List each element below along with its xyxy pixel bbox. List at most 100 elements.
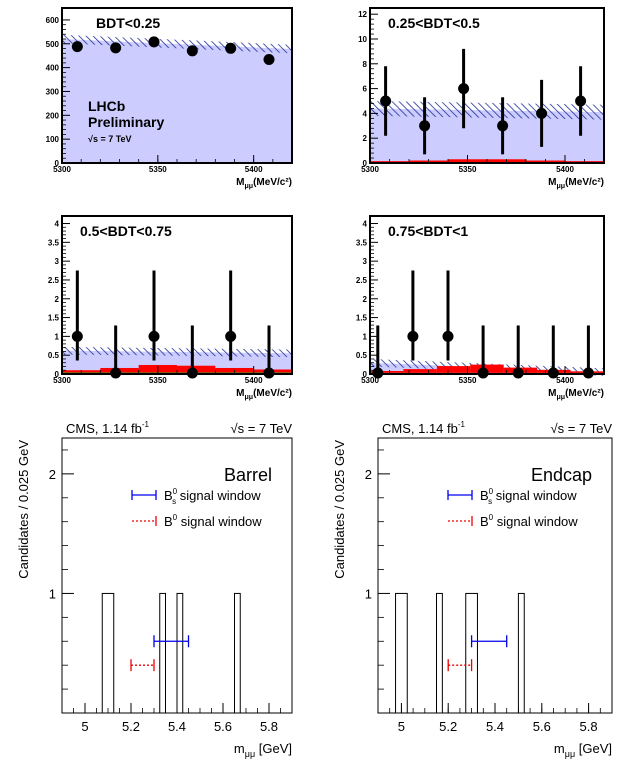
x-tick-label: 5.6 xyxy=(533,719,551,734)
x-tick-label: 5350 xyxy=(459,165,477,174)
x-tick-label: 5.2 xyxy=(122,719,140,734)
data-point xyxy=(71,41,83,53)
x-label-unit: (MeV/c²) xyxy=(565,177,604,188)
panel-title: BDT<0.25 xyxy=(96,15,160,31)
x-tick-label: 5400 xyxy=(556,165,574,174)
plot-frame xyxy=(369,215,605,375)
y-tick-label: 2.5 xyxy=(48,276,60,285)
header-left: CMS, 1.14 fb-1 xyxy=(66,420,150,436)
cms-panel-5: 1 2 5 5.2 5.4 5.6 5.8 mμμ [GeV] Candidates / 0.0… xyxy=(332,420,613,759)
y-tick-label: 6 xyxy=(363,85,368,94)
y-tick-label: 1 xyxy=(363,332,368,341)
x-axis-label: Mμμ(MeV/c²) xyxy=(548,177,604,190)
x-tick-label: 5.8 xyxy=(580,719,598,734)
x-axis-label: Mμμ(MeV/c²) xyxy=(236,177,292,190)
data-point xyxy=(536,107,548,119)
x-tick-label: 5400 xyxy=(245,376,263,385)
x-label-main: m xyxy=(554,741,565,756)
data-point xyxy=(458,83,470,95)
legend-b0-label: B0 signal window xyxy=(164,513,262,529)
y-tick-label: 2.5 xyxy=(356,276,368,285)
x-label-main: M xyxy=(236,388,244,399)
y-tick-label: 500 xyxy=(46,40,60,49)
y-tick-label: 1.5 xyxy=(356,314,368,323)
header-right: √s = 7 TeV xyxy=(231,421,293,436)
legend-bs-symbol: B xyxy=(164,488,173,503)
x-label-sub: μμ xyxy=(245,183,254,190)
x-tick-label: 5300 xyxy=(361,376,379,385)
x-label-unit: (MeV/c²) xyxy=(253,388,292,399)
legend-b0-text: signal window xyxy=(493,514,578,529)
y-tick-label: 1 xyxy=(365,586,372,601)
signal-red-bar xyxy=(436,366,471,373)
y-tick-label: 1.5 xyxy=(48,314,60,323)
legend-b0-symbol: B xyxy=(164,514,173,529)
data-point xyxy=(225,330,237,342)
legend-bs-symbol: B xyxy=(480,488,489,503)
y-tick-label: 1 xyxy=(49,586,56,601)
uncertainty-band xyxy=(62,346,292,358)
x-tick-label: 5300 xyxy=(53,376,71,385)
energy-label: √s = 7 TeV xyxy=(88,134,132,144)
legend-b0-label: B0 signal window xyxy=(480,513,578,529)
x-tick-label: 5350 xyxy=(149,376,167,385)
legend-bs-sup: 0 xyxy=(173,487,178,496)
panel-title: 0.75<BDT<1 xyxy=(388,223,468,239)
histogram-bar xyxy=(159,592,166,714)
y-tick-label: 0 xyxy=(363,370,368,379)
data-point xyxy=(407,330,419,342)
data-point xyxy=(497,120,509,132)
y-tick-label: 4 xyxy=(363,220,368,229)
data-point xyxy=(419,120,431,132)
cms-panel-4: 1 2 5 5.2 5.4 5.6 5.8 mμμ [GeV] Candidates / 0.0… xyxy=(16,420,293,759)
histogram-bar xyxy=(517,592,525,714)
x-tick-label: 5.4 xyxy=(486,719,504,734)
y-tick-label: 600 xyxy=(46,16,60,25)
legend-bs-sub: s xyxy=(488,497,492,506)
y-tick-label: 3.5 xyxy=(48,238,60,247)
header-left-text: CMS, 1.14 fb xyxy=(66,421,142,436)
x-label-sub: μμ xyxy=(557,183,566,190)
y-tick-label: 2 xyxy=(55,295,60,304)
legend-bs-sub: s xyxy=(172,497,176,506)
x-tick-label: 5350 xyxy=(149,165,167,174)
y-tick-label: 0.5 xyxy=(356,351,368,360)
histogram-bar xyxy=(176,592,184,714)
x-label-main: m xyxy=(234,741,245,756)
x-label-unit: [GeV] xyxy=(255,741,292,756)
y-tick-label: 0 xyxy=(55,370,60,379)
panel-title: Barrel xyxy=(224,465,272,485)
x-tick-label: 5 xyxy=(398,719,405,734)
header-left: CMS, 1.14 fb-1 xyxy=(382,420,466,436)
x-label-sub: μμ xyxy=(565,749,575,759)
x-label-unit: [GeV] xyxy=(575,741,612,756)
x-tick-label: 5400 xyxy=(245,165,263,174)
x-label-main: M xyxy=(548,177,556,188)
header-left-sup: -1 xyxy=(458,420,466,429)
data-point xyxy=(575,95,587,107)
legend-b0-sup: 0 xyxy=(489,513,494,522)
data-point xyxy=(263,54,275,66)
data-point xyxy=(71,330,83,342)
y-tick-label: 8 xyxy=(363,60,368,69)
y-tick-label: 0 xyxy=(55,159,60,168)
signal-red-bar xyxy=(470,364,504,373)
legend-bs-label: B0 s signal window xyxy=(164,487,261,506)
data-point xyxy=(148,330,160,342)
histogram-bar xyxy=(395,592,408,714)
legend-b0-text: signal window xyxy=(177,514,262,529)
y-tick-label: 4 xyxy=(363,109,368,118)
lhcb-label: LHCb xyxy=(88,98,125,114)
x-tick-label: 5.2 xyxy=(439,719,457,734)
legend-b0-sup: 0 xyxy=(173,513,178,522)
histogram-bar xyxy=(436,592,443,714)
y-tick-label: 0.5 xyxy=(48,351,60,360)
x-axis-label: Mμμ(MeV/c²) xyxy=(236,388,292,401)
y-tick-label: 300 xyxy=(46,87,60,96)
x-label-sub: μμ xyxy=(557,394,566,401)
x-axis-label: mμμ [GeV] xyxy=(234,741,292,759)
